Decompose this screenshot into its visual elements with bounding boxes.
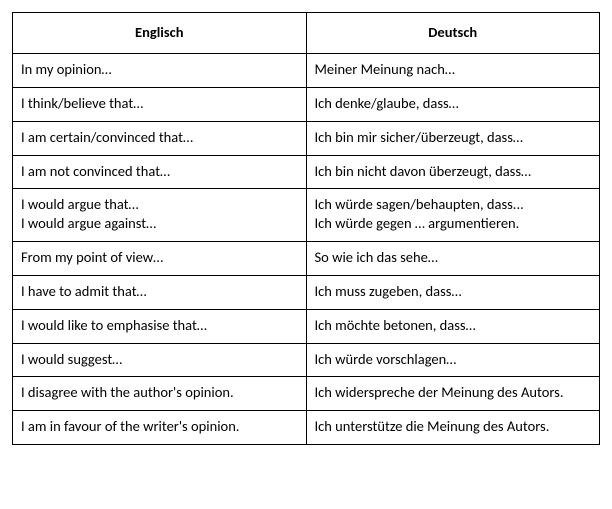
cell-line: Ich bin nicht davon überzeugt, dass…	[315, 162, 592, 181]
cell-line: Ich würde vorschlagen…	[315, 350, 592, 369]
cell-en: I have to admit that…	[13, 275, 307, 309]
table-header-row: Englisch Deutsch	[13, 13, 600, 54]
cell-line: I think/believe that…	[21, 94, 298, 113]
cell-de: Ich denke/glaube, dass…	[306, 87, 600, 121]
cell-line: I have to admit that…	[21, 282, 298, 301]
table-row: I would suggest… Ich würde vorschlagen…	[13, 343, 600, 377]
cell-en: I would suggest…	[13, 343, 307, 377]
cell-en: I would like to emphasise that…	[13, 309, 307, 343]
cell-de: Ich würde vorschlagen…	[306, 343, 600, 377]
cell-line: Ich unterstütze die Meinung des Autors.	[315, 417, 592, 436]
cell-line: So wie ich das sehe…	[315, 248, 592, 267]
cell-de: Ich bin mir sicher/überzeugt, dass…	[306, 121, 600, 155]
cell-en: I am certain/convinced that…	[13, 121, 307, 155]
cell-en: From my point of view…	[13, 242, 307, 276]
table-row: I would argue that…I would argue against…	[13, 189, 600, 242]
table-row: I disagree with the author's opinion. Ich…	[13, 377, 600, 411]
cell-de: So wie ich das sehe…	[306, 242, 600, 276]
cell-line: Meiner Meinung nach…	[315, 60, 592, 79]
table-row: I would like to emphasise that… Ich möcht…	[13, 309, 600, 343]
cell-de: Ich muss zugeben, dass…	[306, 275, 600, 309]
table-row: I think/believe that… Ich denke/glaube, d…	[13, 87, 600, 121]
cell-de: Meiner Meinung nach…	[306, 54, 600, 88]
table-row: From my point of view… So wie ich das seh…	[13, 242, 600, 276]
col-header-en: Englisch	[13, 13, 307, 54]
table-row: In my opinion… Meiner Meinung nach…	[13, 54, 600, 88]
cell-line: I would like to emphasise that…	[21, 316, 298, 335]
cell-line: From my point of view…	[21, 248, 298, 267]
table-row: I am certain/convinced that… Ich bin mir …	[13, 121, 600, 155]
cell-line: Ich würde sagen/behaupten, dass...	[315, 195, 592, 214]
cell-de: Ich bin nicht davon überzeugt, dass…	[306, 155, 600, 189]
cell-line: I would argue that…	[21, 195, 298, 214]
cell-de: Ich unterstütze die Meinung des Autors.	[306, 411, 600, 445]
cell-line: Ich denke/glaube, dass…	[315, 94, 592, 113]
cell-line: I would suggest…	[21, 350, 298, 369]
cell-en: In my opinion…	[13, 54, 307, 88]
cell-line: Ich würde gegen … argumentieren.	[315, 214, 592, 233]
cell-en: I would argue that…I would argue against…	[13, 189, 307, 242]
cell-en: I am in favour of the writer's opinion.	[13, 411, 307, 445]
cell-line: In my opinion…	[21, 60, 298, 79]
table-row: I have to admit that… Ich muss zugeben, d…	[13, 275, 600, 309]
table-row: I am in favour of the writer's opinion. I…	[13, 411, 600, 445]
table-body: In my opinion… Meiner Meinung nach… I thin…	[13, 54, 600, 445]
cell-de: Ich möchte betonen, dass…	[306, 309, 600, 343]
cell-line: Ich möchte betonen, dass…	[315, 316, 592, 335]
cell-line: I am in favour of the writer's opinion.	[21, 417, 298, 436]
cell-en: I think/believe that…	[13, 87, 307, 121]
cell-line: Ich bin mir sicher/überzeugt, dass…	[315, 128, 592, 147]
table-row: I am not convinced that… Ich bin nicht da…	[13, 155, 600, 189]
cell-line: Ich muss zugeben, dass…	[315, 282, 592, 301]
cell-de: Ich widerspreche der Meinung des Autors.	[306, 377, 600, 411]
cell-line: Ich widerspreche der Meinung des Autors.	[315, 383, 592, 402]
cell-en: I disagree with the author's opinion.	[13, 377, 307, 411]
cell-en: I am not convinced that…	[13, 155, 307, 189]
phrase-table: Englisch Deutsch In my opinion… Meiner Me…	[12, 12, 600, 445]
cell-line: I am certain/convinced that…	[21, 128, 298, 147]
cell-line: I am not convinced that…	[21, 162, 298, 181]
cell-de: Ich würde sagen/behaupten, dass...Ich wü…	[306, 189, 600, 242]
cell-line: I disagree with the author's opinion.	[21, 383, 298, 402]
cell-line: I would argue against…	[21, 214, 298, 233]
col-header-de: Deutsch	[306, 13, 600, 54]
